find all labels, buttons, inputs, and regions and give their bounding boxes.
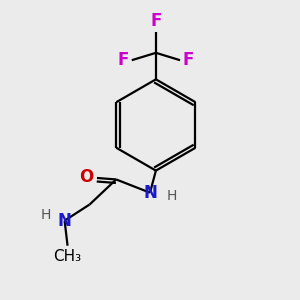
Text: H: H (166, 189, 177, 202)
Text: F: F (117, 51, 129, 69)
Text: N: N (58, 212, 71, 230)
Text: F: F (150, 12, 162, 30)
Text: N: N (143, 184, 157, 202)
Text: CH₃: CH₃ (53, 249, 82, 264)
Text: O: O (79, 167, 94, 185)
Text: F: F (183, 51, 194, 69)
Text: H: H (41, 208, 51, 222)
